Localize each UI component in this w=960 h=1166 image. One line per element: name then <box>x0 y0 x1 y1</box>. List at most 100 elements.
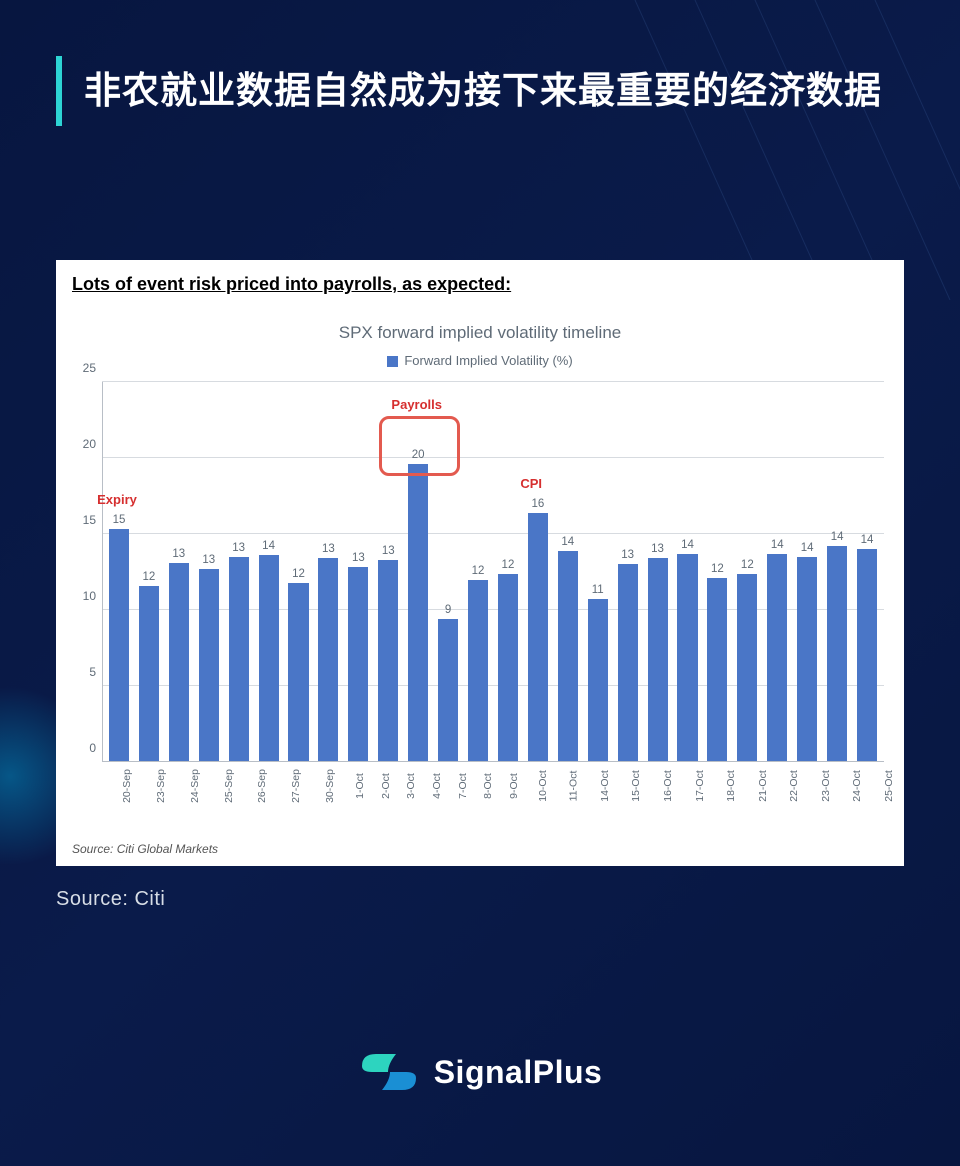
bar-wrap: 14 <box>254 382 284 762</box>
legend-label: Forward Implied Volatility (%) <box>404 353 572 368</box>
bar-value-label: 14 <box>681 539 694 551</box>
bar <box>677 554 697 762</box>
bar <box>558 551 578 762</box>
bar-wrap: 20 <box>403 382 433 762</box>
bar-value-label: 14 <box>771 539 784 551</box>
bar <box>528 513 548 762</box>
bar <box>318 558 338 762</box>
bar-value-label: 16 <box>531 498 544 510</box>
bar-value-label: 20 <box>412 449 425 461</box>
legend-swatch <box>387 356 398 367</box>
bar-wrap: 13 <box>164 382 194 762</box>
bar-value-label: 13 <box>651 543 664 555</box>
bar-wrap: 14 <box>792 382 822 762</box>
bar-wrap: 16 <box>523 382 553 762</box>
bar-wrap: 13 <box>613 382 643 762</box>
bar-wrap: 14 <box>553 382 583 762</box>
volatility-chart: SPX forward implied volatility timeline … <box>72 323 888 802</box>
x-tick-label: 23-Oct <box>819 770 853 802</box>
bar-wrap: 12 <box>284 382 314 762</box>
bar <box>288 583 308 762</box>
bar-wrap: 11 <box>583 382 613 762</box>
bar <box>109 529 129 762</box>
bar-wrap: 14 <box>673 382 703 762</box>
bar <box>438 619 458 762</box>
y-tick: 15 <box>83 513 96 527</box>
bar-value-label: 13 <box>382 545 395 557</box>
bar-wrap: 12 <box>493 382 523 762</box>
bar-wrap: 13 <box>224 382 254 762</box>
x-tick-label: 17-Oct <box>693 770 727 802</box>
signalplus-logo-icon <box>358 1050 420 1094</box>
bar-value-label: 12 <box>472 565 485 577</box>
bar-wrap: 13 <box>313 382 343 762</box>
chart-source: Source: Citi Global Markets <box>72 842 888 856</box>
x-tick-label: 10-Oct <box>536 770 570 802</box>
x-tick-label: 18-Oct <box>725 770 759 802</box>
bar <box>468 580 488 762</box>
brand-name: SignalPlus <box>434 1054 603 1091</box>
page-title: 非农就业数据自然成为接下来最重要的经济数据 <box>84 66 904 116</box>
bar-value-label: 14 <box>861 534 874 546</box>
bar-value-label: 13 <box>352 552 365 564</box>
bar <box>498 574 518 762</box>
bar-value-label: 14 <box>801 542 814 554</box>
bar <box>199 569 219 762</box>
chart-title: SPX forward implied volatility timeline <box>72 323 888 343</box>
bar-wrap: 13 <box>643 382 673 762</box>
x-tick-label: 24-Oct <box>851 770 885 802</box>
bar-wrap: 14 <box>852 382 882 762</box>
bar-value-label: 13 <box>172 548 185 560</box>
x-tick-label: 24-Sep <box>189 769 223 803</box>
bar-wrap: 9 <box>433 382 463 762</box>
x-tick-label: 25-Sep <box>223 769 257 803</box>
y-tick: 25 <box>83 361 96 375</box>
bar-value-label: 14 <box>262 540 275 552</box>
bar <box>737 574 757 762</box>
x-tick-label: 20-Sep <box>121 769 155 803</box>
bar <box>857 549 877 762</box>
bar-value-label: 12 <box>292 568 305 580</box>
bar <box>827 546 847 762</box>
bar-wrap: 15 <box>104 382 134 762</box>
bar-value-label: 14 <box>831 531 844 543</box>
bar-value-label: 13 <box>621 549 634 561</box>
bar-wrap: 13 <box>373 382 403 762</box>
bar-wrap: 13 <box>343 382 373 762</box>
page-header: 非农就业数据自然成为接下来最重要的经济数据 <box>56 56 904 126</box>
y-tick: 5 <box>89 665 96 679</box>
chart-card: Lots of event risk priced into payrolls,… <box>56 260 904 866</box>
bar-value-label: 12 <box>142 571 155 583</box>
x-tick-label: 21-Oct <box>756 770 790 802</box>
bar-value-label: 12 <box>711 563 724 575</box>
card-title: Lots of event risk priced into payrolls,… <box>72 274 888 295</box>
bar <box>259 555 279 762</box>
bar-value-label: 15 <box>113 514 126 526</box>
x-tick-label: 16-Oct <box>662 770 696 802</box>
y-axis: 0510152025 <box>72 382 102 762</box>
bar <box>169 563 189 762</box>
bar-value-label: 11 <box>592 584 604 596</box>
bar <box>618 564 638 762</box>
y-tick: 0 <box>89 741 96 755</box>
x-tick-label: 26-Sep <box>256 769 290 803</box>
bar-value-label: 13 <box>232 542 245 554</box>
brand-footer: SignalPlus <box>0 1050 960 1094</box>
bar-wrap: 14 <box>822 382 852 762</box>
bar <box>707 578 727 762</box>
bar <box>348 567 368 762</box>
bar <box>229 557 249 762</box>
x-tick-label: 11-Oct <box>568 771 602 802</box>
plot-area: 0510152025 15121313131412131313209121216… <box>102 382 884 802</box>
bar-value-label: 9 <box>445 604 451 616</box>
bar-value-label: 12 <box>741 559 754 571</box>
x-tick-label: 27-Sep <box>290 769 324 803</box>
decorative-lines <box>510 0 960 300</box>
chart-legend: Forward Implied Volatility (%) <box>72 353 888 368</box>
bar <box>797 557 817 762</box>
bar-wrap: 14 <box>762 382 792 762</box>
bar-wrap: 12 <box>134 382 164 762</box>
bar-value-label: 14 <box>561 536 574 548</box>
bar <box>767 554 787 762</box>
x-tick-label: 23-Sep <box>155 769 189 803</box>
